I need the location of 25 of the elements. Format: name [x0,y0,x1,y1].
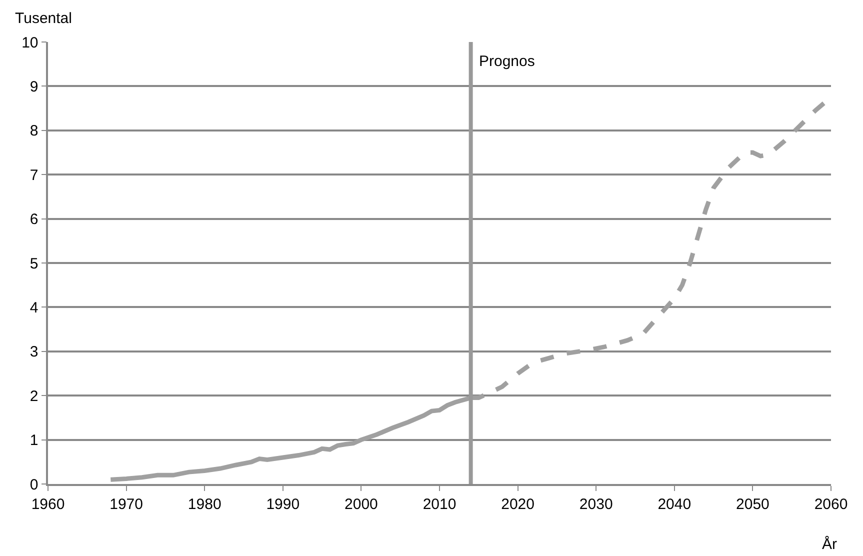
x-tick-label: 1970 [110,496,143,513]
x-tick-label: 2010 [422,496,456,513]
y-tick-label: 1 [30,432,38,450]
x-tick-label: 2000 [344,496,378,513]
y-tick-label: 5 [30,255,38,272]
y-tick-label: 0 [30,476,38,494]
y-tick-label: 3 [30,344,38,361]
x-tick-label: 2030 [579,496,613,513]
x-axis-title: År [822,535,838,553]
y-tick-label: 10 [22,34,38,52]
y-tick-label: 9 [30,78,38,96]
y-tick-label: 6 [30,211,38,228]
x-tick-label: 2020 [501,496,534,513]
y-tick-label: 7 [30,166,38,184]
x-tick-label: 2060 [814,496,848,513]
x-tick-label: 2040 [658,496,692,513]
y-tick-label: 8 [30,122,38,140]
ref-line-label: Prognos [479,53,535,70]
y-tick-label: 4 [30,299,38,316]
x-tick-label: 2050 [736,496,770,513]
x-tick-label: 1990 [266,496,300,513]
x-tick-label: 1980 [188,496,222,513]
x-tick-label: 1960 [31,496,65,513]
y-tick-label: 2 [30,388,38,405]
y-axis-title: Tusental [15,10,72,27]
